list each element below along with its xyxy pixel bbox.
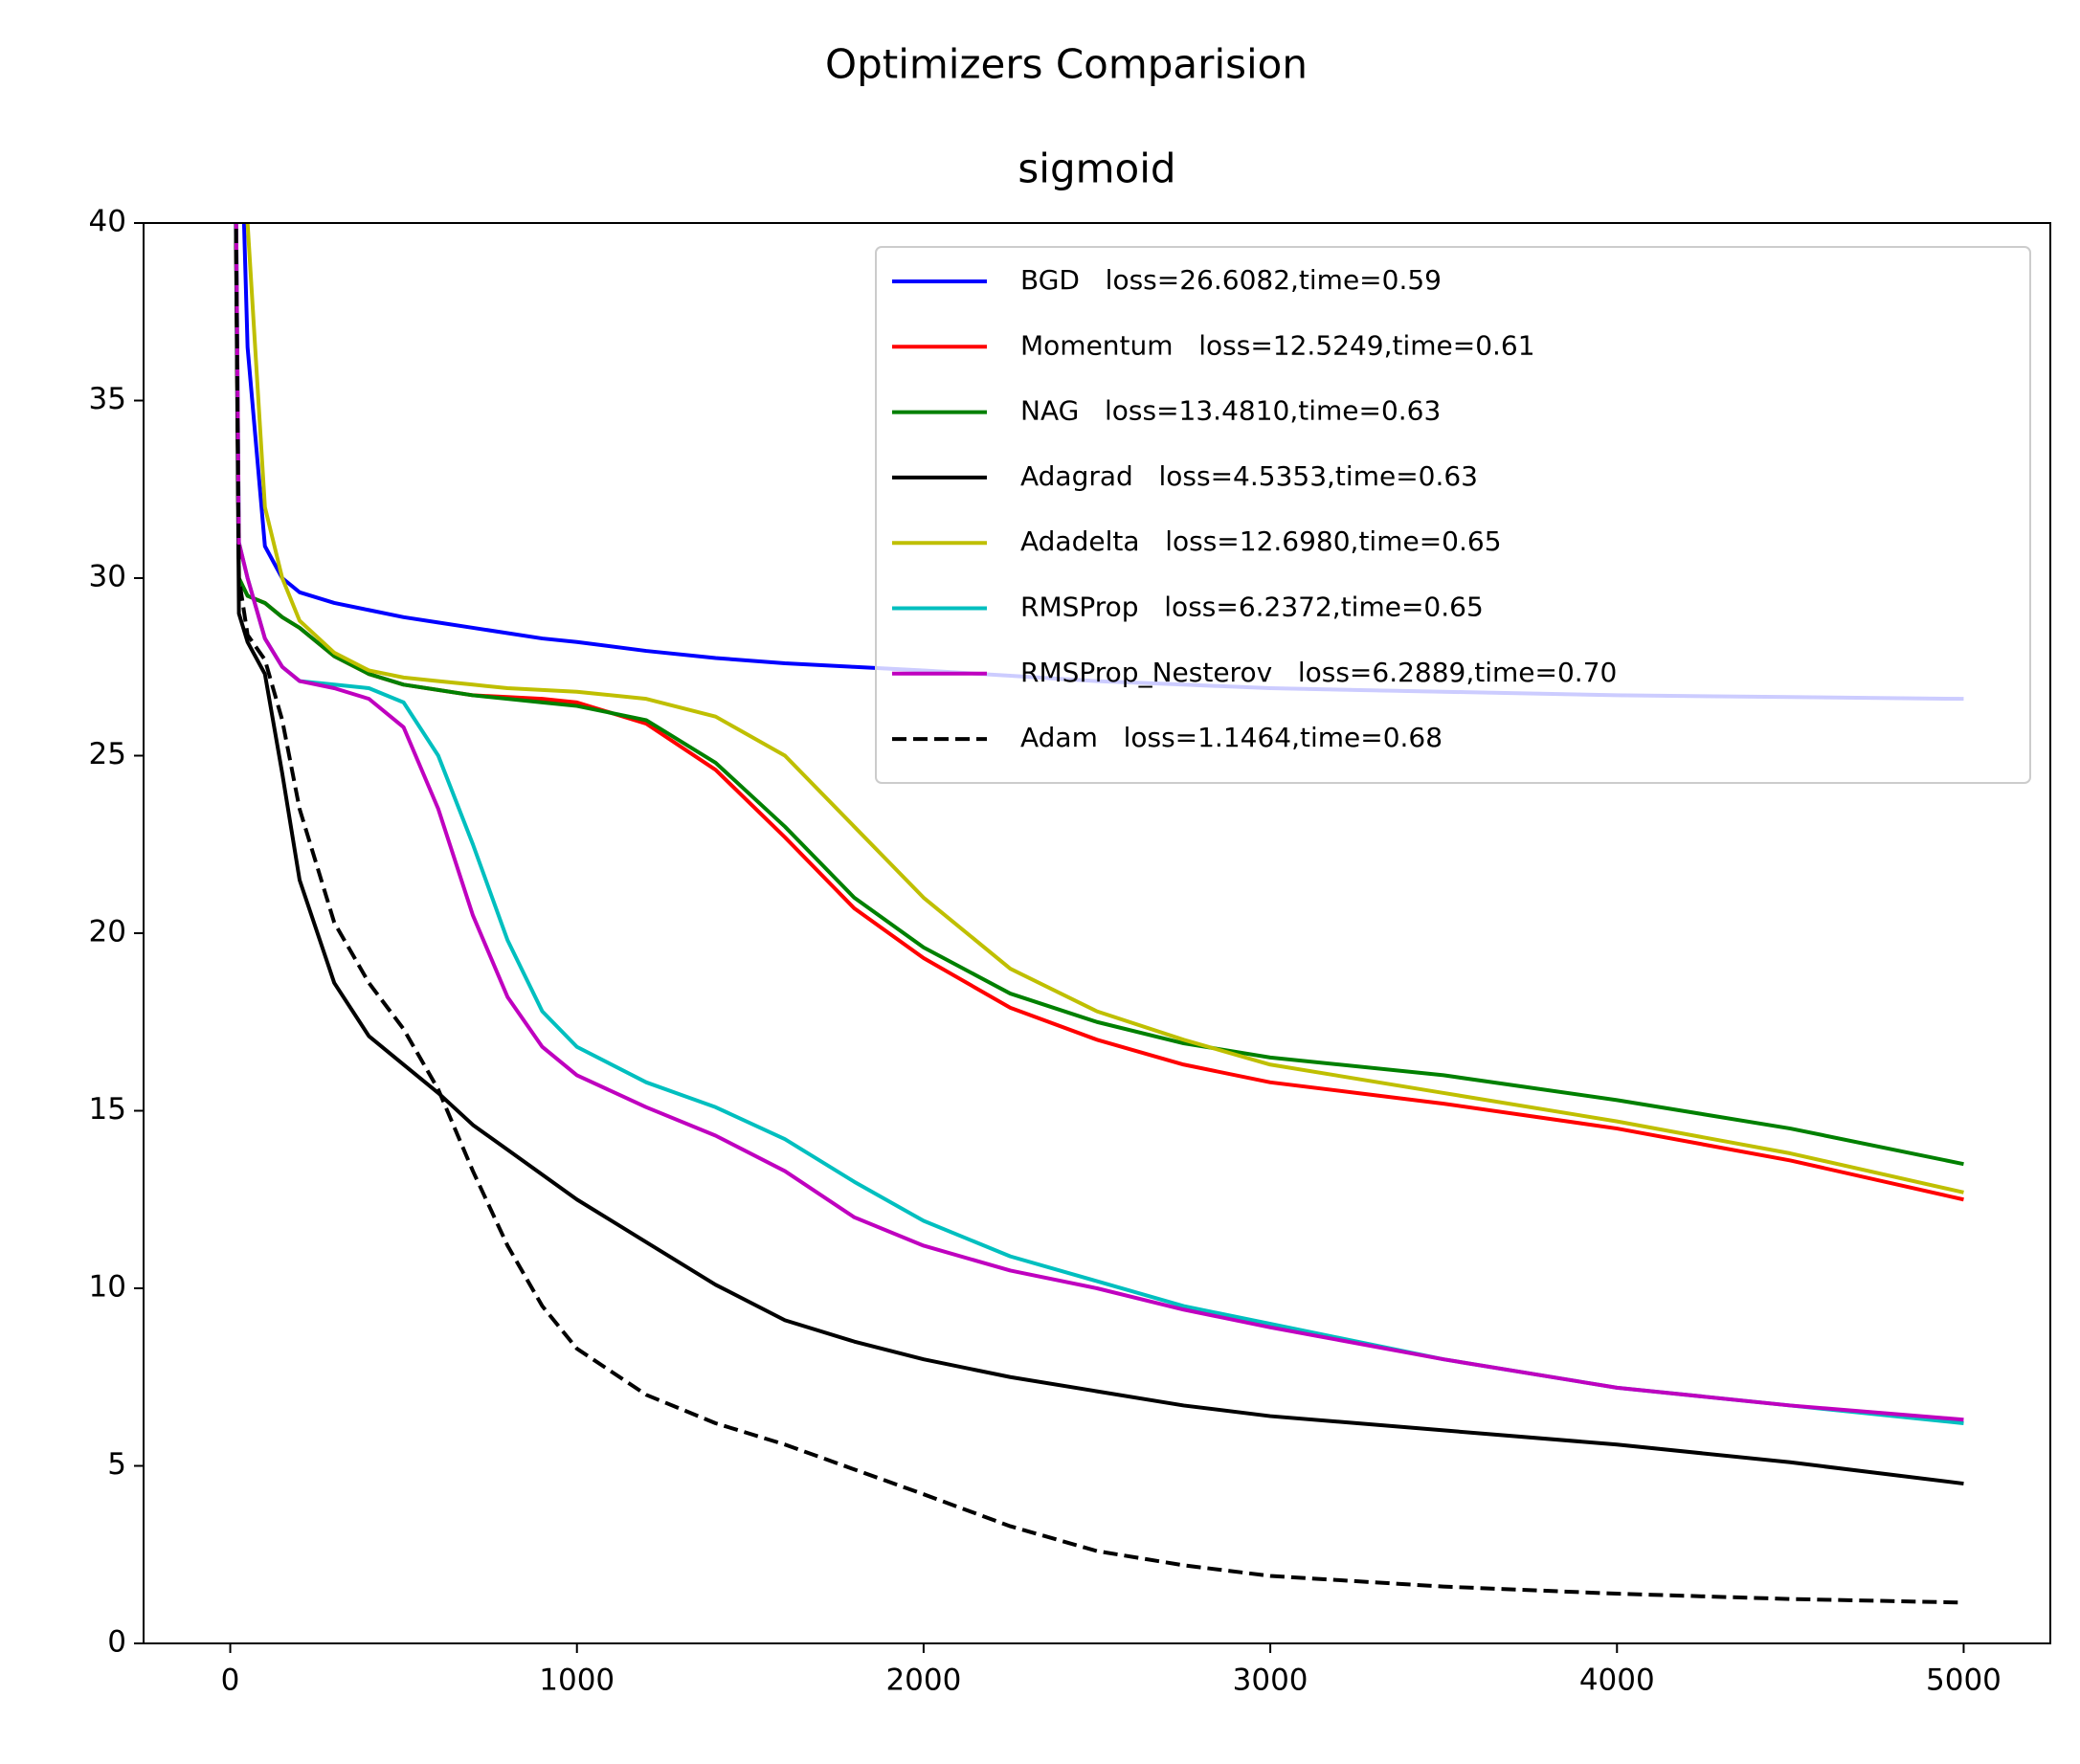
legend-label: Adadelta loss=12.6980,time=0.65 [1020, 525, 1502, 557]
x-tick-label: 1000 [539, 1664, 615, 1698]
series-line [234, 223, 1964, 1167]
series-line [234, 223, 1964, 1422]
legend-label: RMSProp loss=6.2372,time=0.65 [1020, 592, 1484, 623]
legend-box [875, 246, 2031, 784]
legend-label: Momentum loss=12.5249,time=0.61 [1020, 329, 1535, 361]
legend-label: Adam loss=1.1464,time=0.68 [1020, 722, 1443, 753]
series-line [234, 223, 1964, 1486]
x-tick-label: 2000 [885, 1664, 961, 1698]
x-tick-label: 5000 [1926, 1664, 2002, 1698]
chart-subtitle: sigmoid [1018, 145, 1175, 192]
plot-area [234, 223, 1964, 1605]
x-tick-label: 4000 [1579, 1664, 1655, 1698]
legend-label: NAG loss=13.4810,time=0.63 [1020, 395, 1441, 427]
y-tick-label: 20 [89, 915, 126, 949]
y-tick-label: 10 [89, 1270, 126, 1305]
y-tick-label: 5 [107, 1447, 126, 1482]
y-tick-label: 40 [89, 205, 126, 239]
y-tick-label: 30 [89, 560, 126, 594]
axes-frame [143, 222, 2051, 1644]
series-line [234, 223, 1964, 1605]
chart-title: Optimizers Comparision [825, 41, 1308, 88]
legend-label: Adagrad loss=4.5353,time=0.63 [1020, 460, 1478, 492]
legend-label: BGD loss=26.6082,time=0.59 [1020, 264, 1442, 296]
x-tick-label: 0 [221, 1664, 240, 1698]
y-tick-label: 35 [89, 382, 126, 416]
legend-label: RMSProp_Nesterov loss=6.2889,time=0.70 [1020, 657, 1617, 688]
series-line [245, 223, 1964, 1195]
y-tick-label: 25 [89, 737, 126, 771]
x-tick-label: 3000 [1233, 1664, 1308, 1698]
y-tick-label: 15 [89, 1092, 126, 1127]
y-tick-label: 0 [107, 1625, 126, 1660]
